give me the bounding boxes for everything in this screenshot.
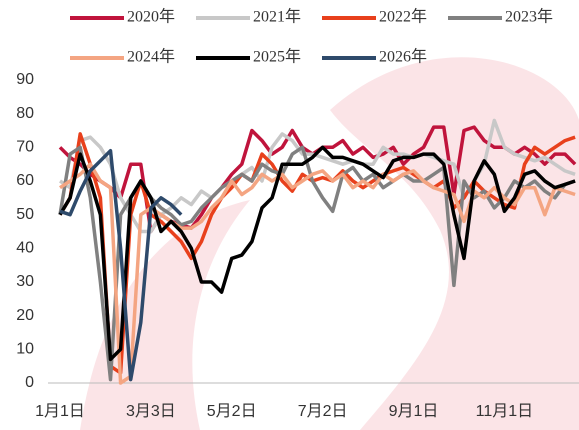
y-tick-label: 40 [16, 240, 34, 257]
legend-label: 2020年 [127, 8, 175, 26]
y-tick-label: 80 [16, 105, 34, 122]
legend-label: 2024年 [127, 48, 175, 66]
x-tick-label: 5月2日 [207, 403, 257, 420]
x-tick-label: 1月1日 [35, 403, 85, 420]
legend-label: 2021年 [253, 8, 301, 26]
legend-label: 2026年 [379, 48, 427, 66]
y-tick-label: 30 [16, 273, 34, 290]
legend-label: 2025年 [253, 48, 301, 66]
legend-label: 2022年 [379, 8, 427, 26]
x-tick-label: 7月2日 [298, 403, 348, 420]
watermark [80, 57, 579, 430]
y-tick-label: 50 [16, 206, 34, 223]
y-tick-label: 90 [16, 71, 34, 88]
x-tick-label: 9月1日 [389, 403, 439, 420]
chart: 0 10 20 30 40 50 60 70 80 90 1月1日 3月3日 5月2日 7月2日 9月1日 1… [0, 0, 579, 430]
x-tick-label: 11月1日 [476, 403, 534, 420]
y-tick-label: 0 [25, 374, 34, 391]
x-tick-label: 3月3日 [126, 403, 176, 420]
y-tick-label: 60 [16, 172, 34, 189]
legend-label: 2023年 [505, 8, 553, 26]
y-tick-label: 10 [16, 341, 34, 358]
y-tick-label: 20 [16, 307, 34, 324]
y-tick-label: 70 [16, 139, 34, 156]
